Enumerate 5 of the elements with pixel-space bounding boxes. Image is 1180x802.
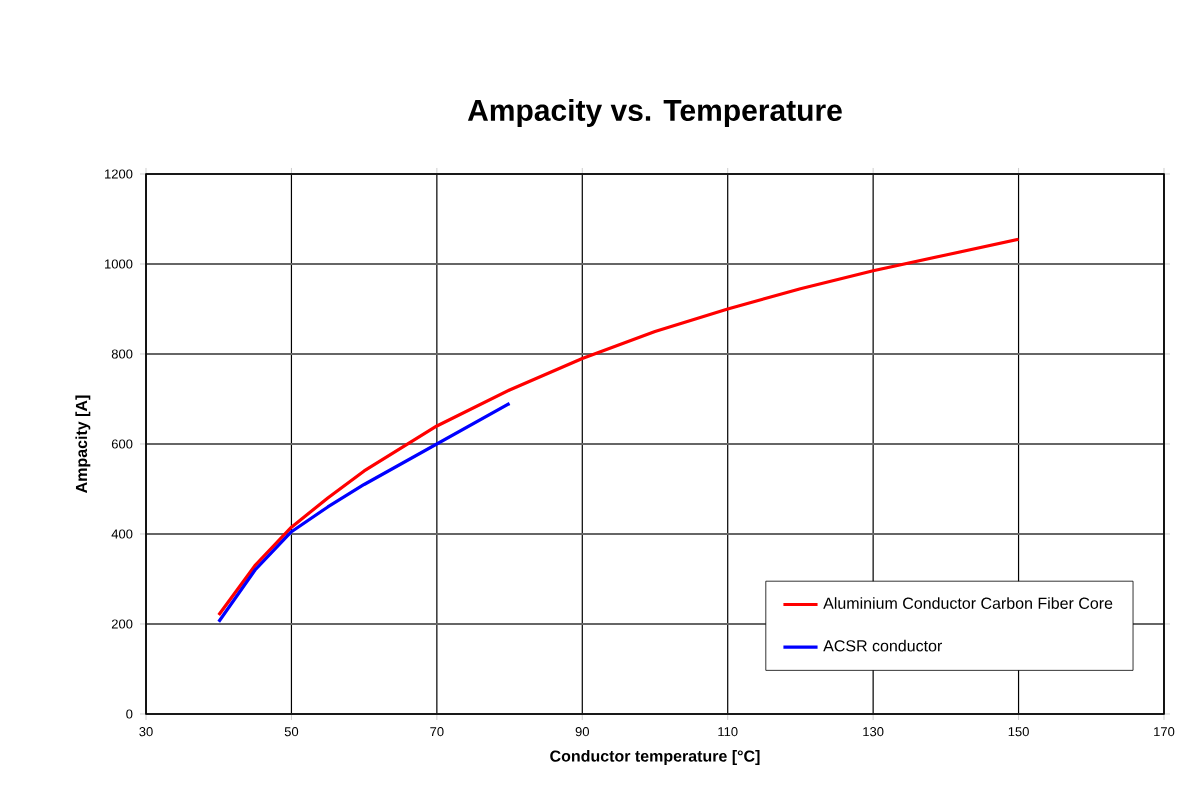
y-axis-title: Ampacity [A]	[75, 395, 91, 493]
chart-title: Ampacity vs. Temperature	[467, 98, 842, 127]
x-axis-title: Conductor temperature [°C]	[550, 749, 760, 765]
legend-label: Aluminium Conductor Carbon Fiber Core	[823, 597, 1113, 609]
legend-label: ACSR conductor	[823, 639, 943, 652]
